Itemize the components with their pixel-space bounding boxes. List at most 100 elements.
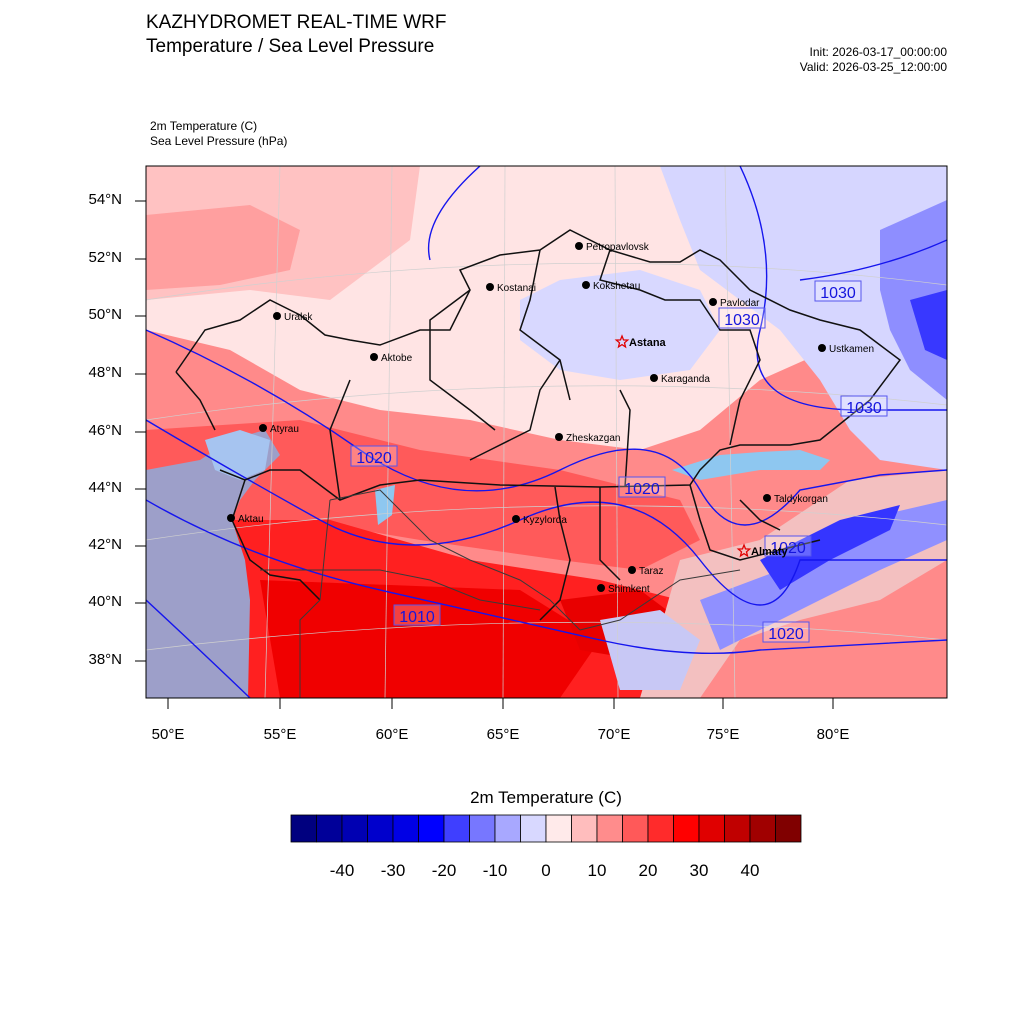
init-time: Init: 2026-03-17_00:00:00	[809, 45, 947, 59]
lat-label-48: 48°N	[88, 364, 122, 381]
city-dot-icon	[486, 283, 494, 291]
colorbar-swatch	[545, 814, 572, 843]
lon-label-55: 55°E	[263, 726, 297, 743]
colorbar-tick-label: 0	[541, 861, 551, 880]
lat-label-38: 38°N	[88, 651, 122, 668]
colorbar-swatch	[443, 814, 470, 843]
colorbar-tick-label: 30	[689, 861, 709, 880]
colorbar-swatch	[367, 814, 394, 843]
city-dot-icon	[227, 514, 235, 522]
city-label: Ustkamen	[829, 344, 874, 355]
capital-star-icon	[614, 334, 630, 349]
city-label: Kyzylorda	[523, 515, 567, 526]
city-label: Atyrau	[270, 424, 299, 435]
colorbar-tick-label: -10	[482, 861, 508, 880]
colorbar-swatch	[775, 814, 802, 843]
city-dot-icon	[555, 433, 563, 441]
isobar-label: 1030	[846, 400, 882, 417]
lat-label-42: 42°N	[88, 536, 122, 553]
valid-time: Valid: 2026-03-25_12:00:00	[799, 60, 947, 74]
city-dot-icon	[650, 374, 658, 382]
colorbar-tick-label: -40	[329, 861, 355, 880]
colorbar-title: 2m Temperature (C)	[470, 788, 622, 807]
city-label: Kostanai	[497, 283, 536, 294]
city-label: Petropavlovsk	[586, 242, 650, 253]
colorbar-swatch	[673, 814, 700, 843]
colorbar-tick-label: 40	[740, 861, 760, 880]
city-dot-icon	[512, 515, 520, 523]
city-dot-icon	[763, 494, 771, 502]
city-label: Aktau	[238, 514, 264, 525]
city-label: Astana	[629, 337, 667, 349]
isobar-label: 1030	[820, 285, 856, 302]
lon-label-70: 70°E	[597, 726, 631, 743]
pressure-field-label: Sea Level Pressure (hPa)	[150, 134, 288, 148]
lat-label-52: 52°N	[88, 249, 122, 266]
isobar-label-box	[718, 307, 766, 329]
colorbar-swatch	[749, 814, 776, 843]
isobar-label-box	[840, 395, 888, 417]
isobar-label-box	[618, 476, 666, 498]
colorbar-swatch	[647, 814, 674, 843]
colorbar-tick-label: 20	[638, 861, 658, 880]
isobar-label: 1020	[770, 540, 806, 557]
colorbar-tick-label: -30	[380, 861, 406, 880]
colorbar-swatch	[316, 814, 343, 843]
colorbar-swatch	[290, 814, 317, 843]
colorbar-swatch	[494, 814, 521, 843]
city-dot-icon	[575, 242, 583, 250]
temperature-field-label: 2m Temperature (C)	[150, 119, 258, 133]
colorbar	[290, 814, 802, 843]
lat-label-46: 46°N	[88, 422, 122, 439]
city-dot-icon	[597, 584, 605, 592]
colorbar-swatch	[469, 814, 496, 843]
lat-label-54: 54°N	[88, 191, 122, 208]
colorbar-swatch	[341, 814, 368, 843]
city-label: Zheskazgan	[566, 433, 620, 444]
colorbar-swatch	[571, 814, 598, 843]
isobar-label: 1030	[724, 312, 760, 329]
colorbar-swatch	[596, 814, 623, 843]
city-label: Shimkent	[608, 584, 650, 595]
colorbar-swatch	[418, 814, 445, 843]
city-label: Karaganda	[661, 374, 710, 385]
map-subtitle: Temperature / Sea Level Pressure	[146, 36, 435, 57]
lon-label-50: 50°E	[151, 726, 185, 743]
city-label: Pavlodar	[720, 298, 760, 309]
colorbar-tick-label: -20	[431, 861, 457, 880]
country-borders	[260, 489, 741, 698]
city-label: Almaty	[751, 546, 789, 558]
city-label: Taraz	[639, 566, 663, 577]
isobar-label: 1020	[356, 450, 392, 467]
isobar-labels: 1030 1030 1030 1020 1020 1020 1020 1010	[350, 280, 888, 643]
isobar-label: 1020	[624, 481, 660, 498]
capital-star-icon	[736, 543, 752, 558]
isobar-label-box	[814, 280, 862, 302]
city-label: Taldykorgan	[774, 494, 828, 505]
city-label: Kokshetau	[593, 281, 640, 292]
lon-label-60: 60°E	[375, 726, 409, 743]
city-dot-icon	[818, 344, 826, 352]
colorbar-swatch	[698, 814, 725, 843]
lon-label-65: 65°E	[486, 726, 520, 743]
city-dot-icon	[273, 312, 281, 320]
colorbar-swatch	[520, 814, 547, 843]
city-dot-icon	[709, 298, 717, 306]
isobar-label: 1010	[399, 609, 435, 626]
isobar-lines	[146, 166, 947, 698]
lat-label-50: 50°N	[88, 306, 122, 323]
temperature-field	[146, 166, 947, 698]
isobar-label-box	[350, 445, 398, 467]
lat-label-44: 44°N	[88, 479, 122, 496]
city-dot-icon	[370, 353, 378, 361]
colorbar-swatch	[622, 814, 649, 843]
colorbar-tick-label: 10	[587, 861, 607, 880]
map-frame	[135, 165, 948, 709]
city-label: Aktobe	[381, 353, 413, 364]
city-dot-icon	[259, 424, 267, 432]
isobar-label-box	[393, 604, 441, 626]
colorbar-swatch	[724, 814, 751, 843]
lat-label-40: 40°N	[88, 593, 122, 610]
region-borders	[175, 229, 902, 621]
